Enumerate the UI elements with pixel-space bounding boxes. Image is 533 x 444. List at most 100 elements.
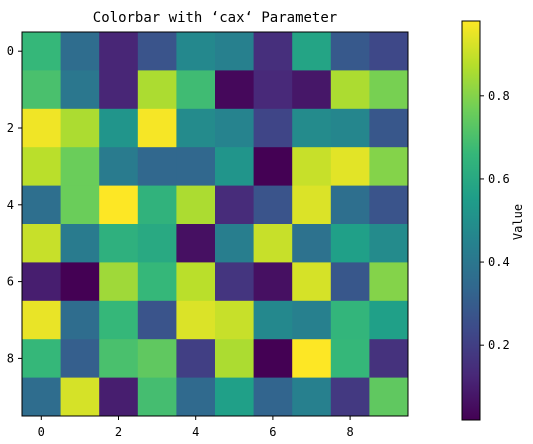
heatmap-cell bbox=[60, 377, 100, 417]
heatmap-cell bbox=[137, 339, 177, 379]
x-tick-label: 2 bbox=[115, 425, 122, 439]
heatmap-cell bbox=[176, 70, 216, 110]
heatmap-cell bbox=[369, 262, 409, 302]
heatmap-cell bbox=[369, 108, 409, 148]
heatmap-cell bbox=[253, 339, 293, 379]
heatmap-cell bbox=[369, 339, 409, 379]
heatmap-cell bbox=[330, 185, 370, 225]
heatmap-cell bbox=[99, 377, 139, 417]
x-tick-label: 0 bbox=[38, 425, 45, 439]
heatmap-cell bbox=[22, 185, 62, 225]
heatmap-cell bbox=[137, 377, 177, 417]
heatmap-cell bbox=[253, 147, 293, 187]
heatmap-cell bbox=[215, 224, 255, 263]
heatmap-cell bbox=[215, 377, 255, 417]
colorbar-tick-label: 0.4 bbox=[488, 255, 510, 269]
heatmap-cell bbox=[369, 300, 409, 340]
heatmap-cell bbox=[137, 70, 177, 110]
heatmap-cell bbox=[99, 32, 139, 71]
heatmap-cell bbox=[137, 108, 177, 148]
heatmap-cell bbox=[99, 300, 139, 340]
heatmap-cell bbox=[99, 262, 139, 302]
heatmap-cell bbox=[253, 32, 293, 71]
heatmap-cell bbox=[137, 262, 177, 302]
heatmap-cell bbox=[99, 70, 139, 110]
heatmap-cell bbox=[369, 224, 409, 263]
heatmap-cell bbox=[253, 262, 293, 302]
heatmap-cell bbox=[215, 300, 255, 340]
heatmap-cell bbox=[253, 377, 293, 417]
heatmap-cell bbox=[369, 32, 409, 71]
heatmap-cell bbox=[176, 377, 216, 417]
heatmap-cell bbox=[176, 339, 216, 379]
heatmap-cell bbox=[292, 185, 332, 225]
heatmap-cell bbox=[330, 300, 370, 340]
heatmap-cell bbox=[253, 300, 293, 340]
heatmap-cell bbox=[369, 377, 409, 417]
colorbar-label: Value bbox=[511, 204, 525, 240]
heatmap-cell bbox=[22, 300, 62, 340]
heatmap-cell bbox=[22, 377, 62, 417]
heatmap-cell bbox=[292, 70, 332, 110]
y-tick-label: 6 bbox=[7, 275, 14, 289]
heatmap-cell bbox=[137, 185, 177, 225]
x-tick-label: 6 bbox=[269, 425, 276, 439]
heatmap-cell bbox=[22, 32, 62, 71]
heatmap-cell bbox=[330, 377, 370, 417]
heatmap-cell bbox=[215, 70, 255, 110]
heatmap-cell bbox=[137, 147, 177, 187]
heatmap-cell bbox=[99, 147, 139, 187]
heatmap-cell bbox=[292, 377, 332, 417]
heatmap-cell bbox=[215, 147, 255, 187]
heatmap-cell bbox=[99, 185, 139, 225]
heatmap-frame bbox=[21, 31, 409, 417]
heatmap-cell bbox=[60, 185, 100, 225]
heatmap-cell bbox=[99, 224, 139, 263]
x-axis-ticks: 0 2 4 6 8 bbox=[38, 416, 354, 439]
heatmap-cell bbox=[215, 262, 255, 302]
x-tick-label: 8 bbox=[346, 425, 353, 439]
heatmap-cell bbox=[176, 185, 216, 225]
heatmap-cell bbox=[292, 32, 332, 71]
heatmap-cell bbox=[176, 108, 216, 148]
heatmap-cell bbox=[215, 108, 255, 148]
heatmap-cell bbox=[60, 147, 100, 187]
x-tick-label: 4 bbox=[192, 425, 199, 439]
colorbar bbox=[461, 20, 481, 421]
heatmap-cell bbox=[215, 185, 255, 225]
heatmap-cell bbox=[60, 262, 100, 302]
heatmap-cell bbox=[60, 32, 100, 71]
y-tick-label: 0 bbox=[7, 44, 14, 58]
heatmap-cell bbox=[176, 262, 216, 302]
heatmap-cell bbox=[330, 70, 370, 110]
chart-title: Colorbar with ‘cax‘ Parameter bbox=[93, 10, 337, 26]
heatmap-cell bbox=[60, 339, 100, 379]
heatmap-cell bbox=[176, 224, 216, 263]
heatmap-cell bbox=[292, 224, 332, 263]
heatmap-cell bbox=[22, 70, 62, 110]
colorbar-ticks: 0.2 0.4 0.6 0.8 bbox=[480, 89, 510, 352]
heatmap-cell bbox=[369, 147, 409, 187]
colorbar-tick-label: 0.8 bbox=[488, 89, 510, 103]
heatmap-cell bbox=[137, 300, 177, 340]
heatmap-cell bbox=[292, 339, 332, 379]
heatmap-cell bbox=[292, 262, 332, 302]
y-tick-label: 4 bbox=[7, 198, 14, 212]
y-tick-label: 8 bbox=[7, 351, 14, 365]
heatmap-cell bbox=[292, 300, 332, 340]
y-tick-label: 2 bbox=[7, 121, 14, 135]
heatmap-cell bbox=[330, 108, 370, 148]
heatmap-cell bbox=[253, 185, 293, 225]
colorbar-tick-label: 0.6 bbox=[488, 172, 510, 186]
heatmap-cell bbox=[176, 300, 216, 340]
heatmap-cell bbox=[99, 108, 139, 148]
heatmap-cell bbox=[330, 339, 370, 379]
heatmap-cell bbox=[369, 70, 409, 110]
heatmap-cell bbox=[22, 339, 62, 379]
y-axis-ticks: 0 2 4 6 8 bbox=[7, 44, 22, 365]
colorbar-tick-label: 0.2 bbox=[488, 338, 510, 352]
heatmap-cell bbox=[60, 300, 100, 340]
heatmap-cell bbox=[330, 32, 370, 71]
heatmap-cell bbox=[292, 108, 332, 148]
heatmap-cell bbox=[176, 32, 216, 71]
